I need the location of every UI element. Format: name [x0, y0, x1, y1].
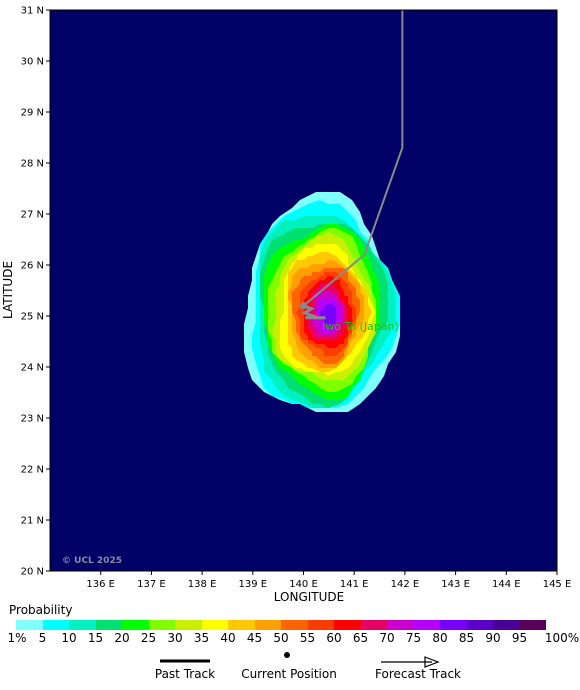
- scale-label: 20: [114, 631, 130, 645]
- scale-swatch: [281, 620, 308, 630]
- scale-label: 95: [511, 631, 528, 645]
- scale-swatch: [69, 620, 96, 630]
- forecast-track-symbol: [381, 656, 440, 668]
- latitude-ticks: 31 N 30 N 29 N 28 N 27 N 26 N 25 N 24 N 23 N 22 N…: [21, 6, 50, 578]
- scale-swatch: [16, 620, 43, 630]
- scale-swatch: [201, 620, 228, 630]
- probability-color-scale: [16, 620, 546, 630]
- scale-label: 35: [193, 631, 210, 645]
- lat-tick-label: 20 N: [21, 567, 44, 578]
- lat-tick-label: 27 N: [21, 210, 44, 221]
- current-position-track: [300, 304, 326, 320]
- lon-tick-label: 138 E: [188, 579, 217, 590]
- scale-label: 80: [432, 631, 448, 645]
- scale-swatch: [387, 620, 414, 630]
- scale-label: 100%: [544, 631, 580, 645]
- lon-tick-label: 143 E: [441, 579, 470, 590]
- lon-tick-label: 144 E: [492, 579, 521, 590]
- lat-tick-label: 28 N: [21, 159, 44, 170]
- current-position-symbol: [284, 652, 290, 658]
- scale-label: 15: [87, 631, 104, 645]
- past-track-label: Past Track: [154, 667, 216, 681]
- scale-label: 40: [220, 631, 236, 645]
- track-key-symbols: [160, 652, 440, 668]
- scale-label: 45: [246, 631, 263, 645]
- scale-label: 25: [140, 631, 157, 645]
- scale-swatch: [175, 620, 202, 630]
- lat-tick-label: 25 N: [21, 312, 44, 323]
- scale-label: 85: [458, 631, 475, 645]
- lat-tick-label: 29 N: [21, 108, 44, 119]
- scale-swatch: [307, 620, 334, 630]
- scale-swatch: [519, 620, 546, 630]
- forecast-track-label: Forecast Track: [375, 667, 461, 681]
- scale-label: 50: [273, 631, 289, 645]
- lon-tick-label: 137 E: [137, 579, 166, 590]
- scale-swatch: [493, 620, 520, 630]
- lat-tick-label: 23 N: [21, 414, 44, 425]
- lon-tick-label: 142 E: [391, 579, 420, 590]
- x-axis-title: LONGITUDE: [274, 590, 344, 604]
- lat-tick-label: 26 N: [21, 261, 44, 272]
- probability-map: Iwo To (Japan) © UCL 2025 31 N 30 N 29 N 28…: [1, 6, 571, 605]
- scale-swatch: [466, 620, 493, 630]
- scale-label: 30: [167, 631, 183, 645]
- lon-tick-label: 136 E: [86, 579, 115, 590]
- lat-tick-label: 30 N: [21, 57, 44, 68]
- scale-label: 1%: [7, 631, 27, 645]
- scale-label: 90: [485, 631, 501, 645]
- lat-tick-label: 21 N: [21, 516, 44, 527]
- current-position-label: Current Position: [241, 667, 337, 681]
- lon-tick-label: 140 E: [289, 579, 318, 590]
- scale-label: 10: [61, 631, 77, 645]
- probability-scale-labels: 1% 5 10 15 20 25 30 35 40 45 50 55 60 65 70 75 80 85 90 95 1…: [0, 631, 580, 645]
- scale-swatch: [148, 620, 175, 630]
- legend-title: Probability: [9, 603, 73, 617]
- lat-tick-label: 24 N: [21, 363, 44, 374]
- lat-tick-label: 31 N: [21, 6, 44, 17]
- scale-swatch: [95, 620, 122, 630]
- scale-label: 55: [299, 631, 316, 645]
- scale-swatch: [122, 620, 149, 630]
- lat-tick-label: 22 N: [21, 465, 44, 476]
- scale-label: 70: [379, 631, 395, 645]
- scale-label: 60: [326, 631, 342, 645]
- lon-tick-label: 141 E: [340, 579, 369, 590]
- scale-label: 65: [352, 631, 369, 645]
- probability-contours: [244, 192, 400, 412]
- watermark: © UCL 2025: [62, 556, 122, 566]
- track-key: Past Track Current Position Forecast Tra…: [0, 650, 580, 690]
- lon-tick-label: 145 E: [543, 579, 572, 590]
- scale-swatch: [42, 620, 69, 630]
- past-track-line: [302, 10, 404, 307]
- scale-swatch: [440, 620, 467, 630]
- probability-level-17: [320, 304, 336, 328]
- scale-swatch: [254, 620, 281, 630]
- scale-label: 5: [38, 631, 47, 645]
- scale-label: 75: [405, 631, 422, 645]
- scale-swatch: [413, 620, 440, 630]
- lon-tick-label: 139 E: [239, 579, 268, 590]
- current-position-marker: [300, 302, 307, 310]
- scale-swatch: [360, 620, 387, 630]
- place-label: Iwo To (Japan): [322, 320, 399, 333]
- map-plot-area: Iwo To (Japan) © UCL 2025: [50, 10, 557, 571]
- scale-swatch: [228, 620, 255, 630]
- y-axis-title: LATITUDE: [1, 261, 15, 319]
- longitude-ticks: 136 E 137 E 138 E 139 E 140 E 141 E 142 E 143 E…: [86, 571, 571, 590]
- scale-swatch: [334, 620, 361, 630]
